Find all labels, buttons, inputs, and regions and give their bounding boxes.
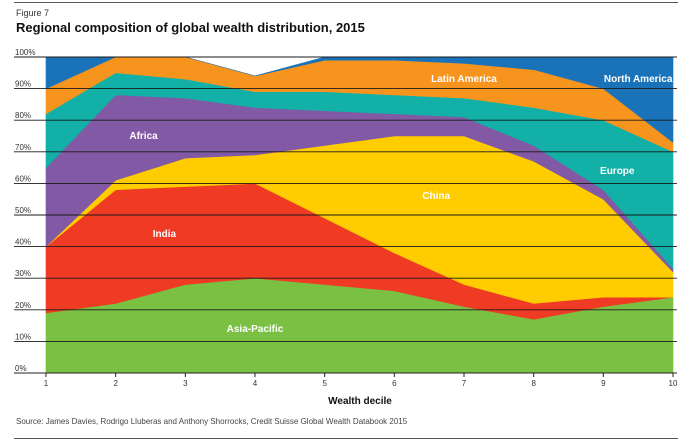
- y-tick-label: 80%: [15, 111, 31, 120]
- x-tick-label: 7: [462, 379, 467, 388]
- y-tick-label: 0%: [15, 364, 27, 373]
- area-layer: [45, 56, 674, 374]
- series-label-latin-america: Latin America: [431, 74, 497, 85]
- area-north-america: [45, 56, 674, 143]
- y-tick-label: 100%: [15, 48, 35, 57]
- figure-label: Figure 7: [16, 8, 50, 18]
- series-label-asia-pacific: Asia-Pacific: [227, 324, 284, 335]
- x-axis-label: Wealth decile: [328, 396, 392, 407]
- series-label-china: China: [422, 191, 450, 202]
- x-tick-label: 6: [392, 379, 397, 388]
- x-tick-label: 5: [322, 379, 327, 388]
- gridline-layer: [14, 56, 677, 374]
- source-note: Source: James Davies, Rodrigo Lluberas a…: [16, 417, 408, 426]
- y-tick-label: 30%: [15, 269, 31, 278]
- x-tick-label: 10: [669, 379, 678, 388]
- series-labels: Asia-Pacific India China Africa Europe Latin …: [129, 74, 673, 335]
- series-label-india: India: [153, 229, 177, 240]
- x-tick-label: 2: [113, 379, 118, 388]
- series-label-africa: Africa: [129, 131, 158, 142]
- y-tick-label: 50%: [15, 206, 31, 215]
- x-tick-label: 1: [44, 379, 49, 388]
- y-tick-label: 90%: [15, 80, 31, 89]
- x-tick-label: 8: [531, 379, 536, 388]
- top-rule: [14, 2, 678, 3]
- bottom-rule: [14, 438, 678, 439]
- y-tick-label: 10%: [15, 332, 31, 341]
- y-tick-label: 70%: [15, 143, 31, 152]
- y-tick-label: 20%: [15, 301, 31, 310]
- y-tick-label: 60%: [15, 174, 31, 183]
- chart-title: Regional composition of global wealth di…: [16, 20, 365, 35]
- series-label-europe: Europe: [600, 166, 635, 177]
- x-tick-label: 4: [253, 379, 258, 388]
- x-tick-label: 9: [601, 379, 606, 388]
- x-axis: 1 2 3 4 5 6 7 8 9 10: [44, 373, 678, 388]
- series-label-north-america: North America: [604, 74, 673, 85]
- y-axis: 0% 10% 20% 30% 40% 50% 60% 70% 80% 90% 100%: [15, 48, 35, 373]
- y-tick-label: 40%: [15, 238, 31, 247]
- x-tick-label: 3: [183, 379, 188, 388]
